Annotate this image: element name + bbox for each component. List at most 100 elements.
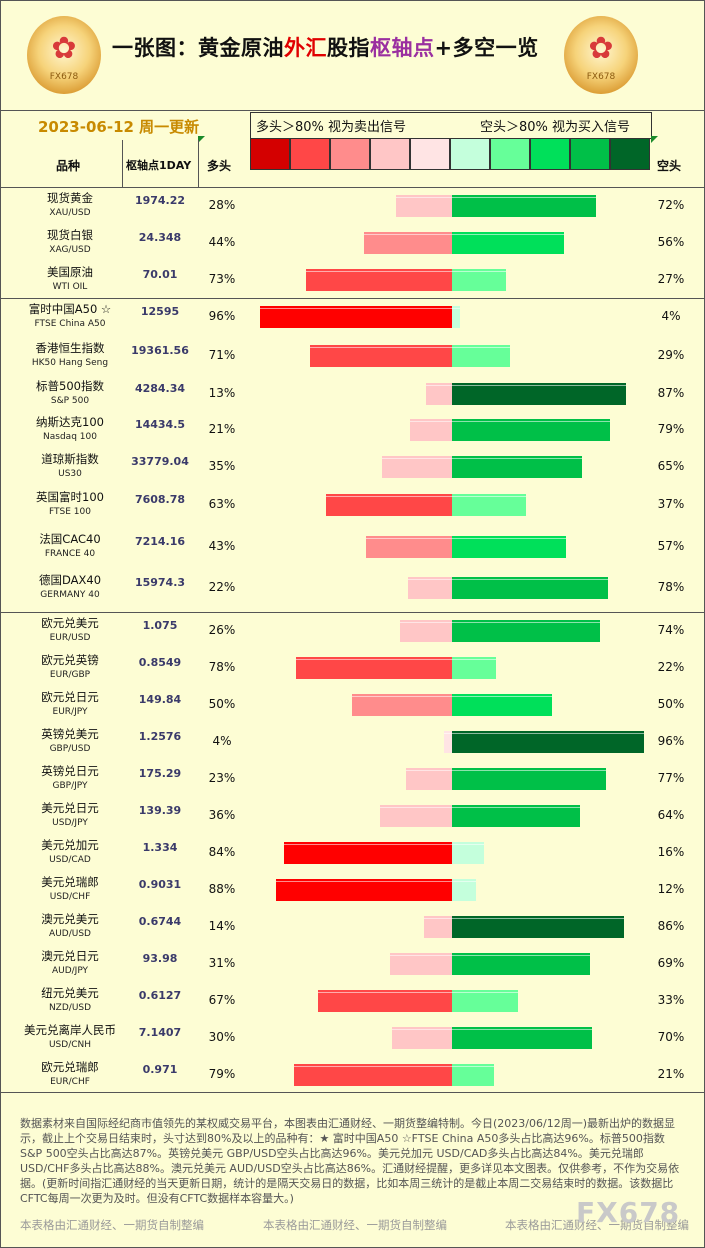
short-bar	[452, 694, 552, 716]
title-part-3: +多空一览	[434, 36, 539, 60]
pivot-value: 175.29	[138, 767, 182, 780]
long-bar	[380, 805, 452, 827]
short-percent-label: 16%	[657, 845, 685, 859]
pivot-value: 7.1407	[138, 1026, 182, 1039]
long-bar	[306, 269, 452, 291]
instrument-code-label: AUD/JPY	[51, 966, 89, 976]
instrument-cn-label: 澳元兑日元	[41, 949, 99, 963]
pivot-value: 0.9031	[138, 878, 182, 891]
pivot-value: 93.98	[142, 952, 178, 965]
flower-icon: ✿	[51, 30, 77, 66]
credit-center: 本表格由汇通财经、一期货自制整编	[263, 1218, 447, 1232]
long-bar	[260, 306, 452, 328]
short-bar	[452, 419, 610, 441]
instrument-code-label: GBP/JPY	[52, 781, 88, 791]
instrument-code-label: Nasdaq 100	[43, 432, 97, 442]
row-instrument-name: 道琼斯指数 US30	[20, 452, 120, 482]
instrument-code-label: AUD/USD	[49, 929, 91, 939]
short-percent-label: 12%	[657, 882, 685, 896]
pivot-value: 0.8549	[138, 656, 182, 669]
instrument-code-label: USD/CAD	[49, 855, 91, 865]
row-instrument-name: 现货黄金 XAU/USD	[20, 191, 120, 221]
legend-short-text: 空头＞80% 视为买入信号	[480, 120, 631, 135]
long-percent-label: 21%	[208, 422, 236, 436]
short-percent-label: 22%	[657, 660, 685, 674]
instrument-code-label: FTSE China A50	[34, 319, 106, 329]
row-instrument-name: 标普500指数 S&P 500	[20, 379, 120, 409]
short-bar	[452, 577, 608, 599]
short-percent-label: 50%	[657, 697, 685, 711]
instrument-code-label: HK50 Hang Seng	[31, 358, 109, 368]
short-percent-label: 33%	[657, 993, 685, 1007]
short-bar	[452, 232, 564, 254]
long-bar	[310, 345, 452, 367]
pivot-value: 4284.34	[134, 382, 186, 395]
legend-swatch	[370, 138, 410, 170]
flower-icon: ✿	[588, 30, 614, 66]
instrument-cn-label: 澳元兑美元	[41, 912, 99, 926]
instrument-cn-label: 现货黄金	[47, 191, 93, 205]
pivot-value: 1.334	[142, 841, 178, 854]
long-percent-label: 31%	[208, 956, 236, 970]
long-bar	[426, 383, 452, 405]
row-instrument-name: 现货白银 XAG/USD	[20, 228, 120, 258]
short-bar	[452, 306, 460, 328]
pivot-value: 7608.78	[134, 493, 186, 506]
instrument-code-label: USD/JPY	[52, 818, 88, 828]
logo-right: ✿ FX678	[564, 16, 638, 94]
short-bar	[452, 345, 510, 367]
section-divider	[0, 612, 705, 613]
instrument-code-label: GBP/USD	[49, 744, 91, 754]
long-percent-label: 35%	[208, 459, 236, 473]
short-percent-label: 56%	[657, 235, 685, 249]
row-instrument-name: 美元兑离岸人民币 USD/CNH	[20, 1023, 120, 1053]
short-bar	[452, 195, 596, 217]
instrument-cn-label: 道琼斯指数	[41, 452, 99, 466]
instrument-cn-label: 富时中国A50 ☆	[28, 302, 112, 316]
row-instrument-name: 澳元兑日元 AUD/JPY	[20, 949, 120, 979]
short-percent-label: 57%	[657, 539, 685, 553]
short-percent-label: 74%	[657, 623, 685, 637]
short-percent-label: 86%	[657, 919, 685, 933]
long-percent-label: 73%	[208, 272, 236, 286]
triangle-marker	[651, 136, 658, 143]
row-instrument-name: 英镑兑美元 GBP/USD	[20, 727, 120, 757]
short-bar	[452, 805, 580, 827]
long-bar	[424, 916, 452, 938]
instrument-cn-label: 美元兑离岸人民币	[24, 1023, 116, 1037]
pivot-value: 0.971	[142, 1063, 178, 1076]
instrument-cn-label: 法国CAC40	[39, 532, 101, 546]
legend-swatch	[530, 138, 570, 170]
instrument-code-label: NZD/USD	[48, 1003, 92, 1013]
short-percent-label: 77%	[657, 771, 685, 785]
short-percent-label: 4%	[661, 309, 681, 323]
legend-swatch	[450, 138, 490, 170]
long-percent-label: 30%	[208, 1030, 236, 1044]
row-instrument-name: 澳元兑美元 AUD/USD	[20, 912, 120, 942]
long-bar	[396, 195, 452, 217]
logo-right-text: FX678	[586, 72, 616, 82]
instrument-code-label: EUR/CHF	[50, 1077, 90, 1087]
title-part-2: 股指	[327, 36, 370, 60]
long-bar	[444, 731, 452, 753]
row-instrument-name: 纽元兑美元 NZD/USD	[20, 986, 120, 1016]
long-percent-label: 22%	[208, 580, 236, 594]
pivot-value: 70.01	[142, 268, 178, 281]
long-bar	[392, 1027, 452, 1049]
instrument-code-label: XAU/USD	[49, 208, 91, 218]
logo-left-text: FX678	[49, 72, 79, 82]
legend-swatch	[330, 138, 370, 170]
legend-long-text: 多头＞80% 视为卖出信号	[256, 120, 407, 135]
row-instrument-name: 美元兑加元 USD/CAD	[20, 838, 120, 868]
legend-swatch	[490, 138, 530, 170]
pivot-value: 1974.22	[134, 194, 186, 207]
short-percent-label: 21%	[657, 1067, 685, 1081]
short-bar	[452, 990, 518, 1012]
short-bar	[452, 269, 506, 291]
row-instrument-name: 欧元兑日元 EUR/JPY	[20, 690, 120, 720]
long-bar	[400, 620, 452, 642]
long-bar	[364, 232, 452, 254]
instrument-code-label: EUR/GBP	[49, 670, 91, 680]
col-pivot-header: 枢轴点1DAY	[126, 159, 192, 172]
instrument-cn-label: 美元兑瑞郎	[41, 875, 99, 889]
